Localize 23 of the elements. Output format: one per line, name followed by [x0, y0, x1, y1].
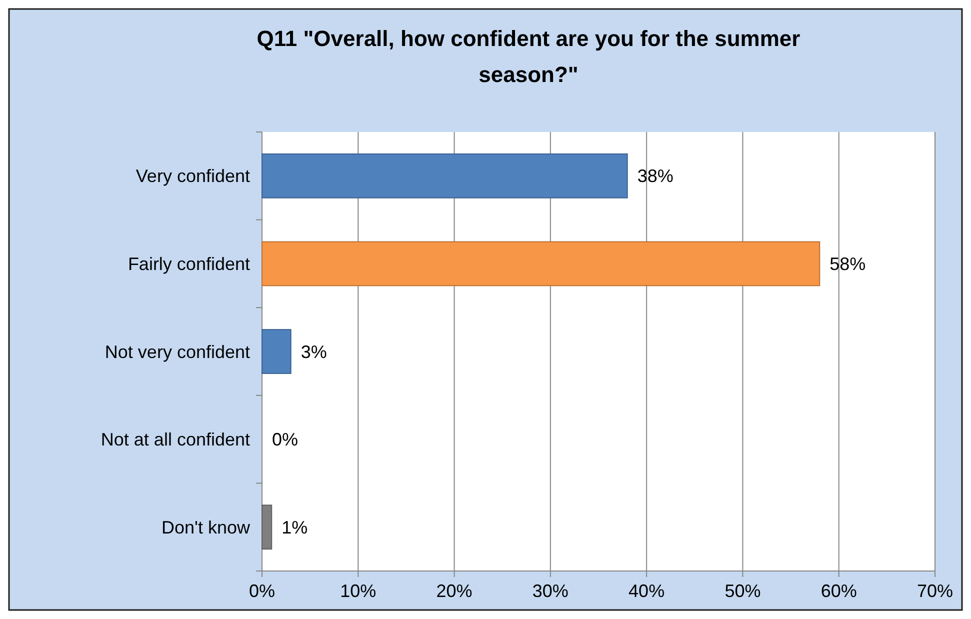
x-tick-label: 20%	[436, 581, 472, 601]
x-tick-label: 0%	[248, 581, 276, 601]
x-tick-label: 40%	[628, 581, 665, 601]
y-tick-label: Don't know	[162, 517, 251, 538]
bar	[262, 329, 292, 374]
data-label: 58%	[830, 254, 866, 274]
x-tick-label: 70%	[916, 581, 954, 601]
bar	[262, 504, 272, 550]
y-tick-label: Not very confident	[104, 342, 250, 362]
x-tick-label: 50%	[724, 581, 761, 601]
data-label: 1%	[282, 517, 308, 538]
x-tick-label: 10%	[340, 581, 376, 601]
x-tick-label: 30%	[532, 581, 568, 601]
chart-title: Q11 "Overall, how confident are you for the summer season?"	[256, 26, 801, 87]
data-label: 3%	[300, 342, 327, 362]
y-tick-label: Very confident	[136, 166, 250, 186]
y-tick-label: Fairly confident	[128, 254, 250, 274]
y-tick-label: Not at all confident	[100, 430, 250, 450]
x-tick-label: 60%	[820, 581, 857, 601]
bar	[262, 153, 628, 198]
bar	[262, 241, 820, 286]
data-label: 0%	[272, 430, 298, 450]
data-label: 38%	[637, 166, 674, 186]
